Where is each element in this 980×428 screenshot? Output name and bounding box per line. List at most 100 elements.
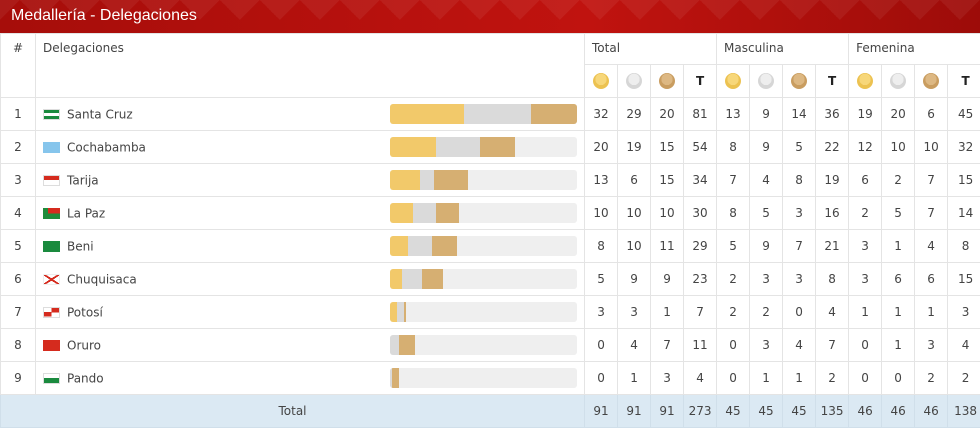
flag-icon xyxy=(43,109,60,120)
flag-icon xyxy=(43,142,60,153)
gold-bar-segment xyxy=(390,302,397,322)
female-total-count: 45 xyxy=(948,98,980,131)
rank-header: # xyxy=(1,34,36,98)
total-bronze-count: 20 xyxy=(651,98,684,131)
bronze-bar-segment xyxy=(399,335,415,355)
grand-total-bronze-count: 91 xyxy=(651,395,684,428)
gold-medal-icon xyxy=(725,73,741,89)
male-gold-count: 13 xyxy=(717,98,750,131)
bronze-bar-segment xyxy=(404,302,406,322)
grand-male-silver-count: 45 xyxy=(750,395,783,428)
silver-bar-segment xyxy=(408,236,431,256)
female-total-count: 8 xyxy=(948,230,980,263)
male-total-count: 2 xyxy=(816,362,849,395)
silver-bar-segment xyxy=(397,302,404,322)
medal-bar-cell xyxy=(384,230,585,263)
female-total-count: 2 xyxy=(948,362,980,395)
rank-cell: 7 xyxy=(1,296,36,329)
total-column-label: T xyxy=(696,74,704,88)
female-gold-count: 1 xyxy=(849,296,882,329)
total-bronze-count: 10 xyxy=(651,197,684,230)
male-gold-count: 0 xyxy=(717,362,750,395)
male-bronze-count: 14 xyxy=(783,98,816,131)
female-gold-count: 2 xyxy=(849,197,882,230)
male-silver-count: 5 xyxy=(750,197,783,230)
female-gold-column-header xyxy=(849,65,882,98)
male-total-count: 22 xyxy=(816,131,849,164)
flag-icon xyxy=(43,373,60,384)
total-total-column-header: T xyxy=(684,65,717,98)
total-bronze-count: 9 xyxy=(651,263,684,296)
total-column-label: T xyxy=(962,74,970,88)
male-silver-count: 9 xyxy=(750,230,783,263)
male-gold-count: 0 xyxy=(717,329,750,362)
total-gold-count: 8 xyxy=(585,230,618,263)
female-gold-count: 3 xyxy=(849,230,882,263)
total-silver-count: 3 xyxy=(618,296,651,329)
grand-total-gold-count: 91 xyxy=(585,395,618,428)
page-header: Medallería - Delegaciones xyxy=(0,0,980,33)
total-total-count: 81 xyxy=(684,98,717,131)
bronze-bar-segment xyxy=(434,170,469,190)
female-bronze-count: 3 xyxy=(915,329,948,362)
male-bronze-count: 3 xyxy=(783,197,816,230)
female-silver-count: 10 xyxy=(882,131,915,164)
total-silver-count: 10 xyxy=(618,230,651,263)
male-bronze-column-header xyxy=(783,65,816,98)
medal-distribution-bar xyxy=(390,170,577,190)
total-total-count: 11 xyxy=(684,329,717,362)
bronze-medal-icon xyxy=(791,73,807,89)
female-total-column-header: T xyxy=(948,65,980,98)
delegation-cell: Oruro xyxy=(36,329,384,362)
female-bronze-count: 1 xyxy=(915,296,948,329)
female-bronze-count: 7 xyxy=(915,164,948,197)
rank-cell: 3 xyxy=(1,164,36,197)
delegation-name: Beni xyxy=(67,239,94,253)
female-gold-count: 0 xyxy=(849,362,882,395)
male-total-column-header: T xyxy=(816,65,849,98)
total-group-header: Total xyxy=(585,34,717,65)
female-bronze-count: 2 xyxy=(915,362,948,395)
medal-distribution-bar xyxy=(390,302,577,322)
total-bronze-count: 1 xyxy=(651,296,684,329)
rank-cell: 8 xyxy=(1,329,36,362)
page-title: Medallería - Delegaciones xyxy=(11,7,197,25)
flag-icon xyxy=(43,340,60,351)
medal-distribution-bar xyxy=(390,104,577,124)
male-silver-count: 4 xyxy=(750,164,783,197)
silver-medal-icon xyxy=(626,73,642,89)
grand-total-total-count: 273 xyxy=(684,395,717,428)
total-bronze-count: 7 xyxy=(651,329,684,362)
total-gold-count: 32 xyxy=(585,98,618,131)
flag-icon xyxy=(43,175,60,186)
male-gold-count: 8 xyxy=(717,131,750,164)
total-total-count: 30 xyxy=(684,197,717,230)
gold-bar-segment xyxy=(390,269,402,289)
rank-cell: 6 xyxy=(1,263,36,296)
total-column-label: T xyxy=(828,74,836,88)
medal-bar-cell xyxy=(384,164,585,197)
male-bronze-count: 8 xyxy=(783,164,816,197)
delegation-cell: Pando xyxy=(36,362,384,395)
female-bronze-count: 6 xyxy=(915,263,948,296)
bronze-bar-segment xyxy=(392,368,399,388)
bronze-bar-segment xyxy=(422,269,443,289)
delegation-header: Delegaciones xyxy=(36,34,585,98)
delegation-name: Potosí xyxy=(67,305,103,319)
male-gold-column-header xyxy=(717,65,750,98)
medal-bar-cell xyxy=(384,197,585,230)
rank-cell: 4 xyxy=(1,197,36,230)
rank-cell: 1 xyxy=(1,98,36,131)
female-silver-count: 1 xyxy=(882,296,915,329)
total-bronze-count: 3 xyxy=(651,362,684,395)
medal-distribution-bar xyxy=(390,137,577,157)
medal-table: # Delegaciones Total Masculina Femenina … xyxy=(0,33,980,428)
female-group-header: Femenina xyxy=(849,34,980,65)
female-total-count: 3 xyxy=(948,296,980,329)
male-total-count: 19 xyxy=(816,164,849,197)
